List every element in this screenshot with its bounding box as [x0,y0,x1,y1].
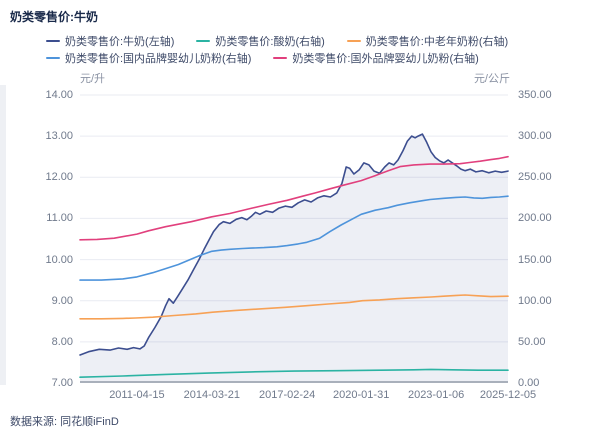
axis-tick-label: 50.00 [518,335,546,348]
legend-swatch-icon [346,39,361,43]
plot-area[interactable] [79,94,509,383]
legend-item[interactable]: 奶类零售价:中老年奶粉(右轴) [346,33,509,49]
axis-tick-label: 150.00 [518,253,552,266]
legend-swatch-icon [196,39,211,43]
axis-tick-label: 0.00 [518,377,540,389]
legend-item[interactable]: 奶类零售价:国外品牌婴幼儿奶粉(右轴) [273,50,479,66]
series-area [80,134,508,383]
legend-row-2: 奶类零售价:国内品牌婴幼儿奶粉(右轴) 奶类零售价:国外品牌婴幼儿奶粉(右轴) [46,50,479,66]
legend-swatch-icon [46,56,60,60]
axis-tick-label: 300.00 [518,130,552,143]
series-line[interactable] [79,195,509,281]
axis-tick-label: 8.00 [51,335,73,348]
chart-canvas[interactable] [79,94,509,383]
axis-tick-label: 7.00 [51,377,73,389]
axis-tick-label: 350.00 [518,89,552,101]
legend-item[interactable]: 奶类零售价:国内品牌婴幼儿奶粉(右轴) [46,50,251,66]
left-margin-strip [0,85,6,385]
series-line[interactable] [79,294,509,320]
right-axis-unit-label: 元/公斤 [473,73,510,85]
x-axis-tick-label: 2023-01-06 [407,389,465,401]
legend-label: 奶类零售价:牛奶(左轴) [65,36,175,48]
series-line[interactable] [79,155,509,241]
axis-tick-label: 9.00 [51,294,73,307]
legend-swatch-icon [273,56,288,60]
axis-tick-label: 100.00 [518,294,552,307]
series-line[interactable] [79,133,509,356]
legend-label: 奶类零售价:国内品牌婴幼儿奶粉(右轴) [65,53,252,65]
legend-label: 奶类零售价:国外品牌婴幼儿奶粉(右轴) [292,53,479,65]
data-source-label: 数据来源: 同花顺iFinD [10,416,119,428]
axis-tick-label: 200.00 [518,212,552,225]
axis-tick-label: 12.00 [45,171,73,184]
axis-tick-label: 14.00 [45,89,73,101]
x-axis-tick-label: 2017-02-24 [259,389,316,401]
legend-label: 奶类零售价:中老年奶粉(右轴) [365,36,509,48]
legend-item[interactable]: 奶类零售价:牛奶(左轴) [46,33,174,49]
legend-swatch-icon [46,39,60,43]
x-axis-tick-label: 2020-01-31 [333,389,390,401]
legend-label: 奶类零售价:酸奶(右轴) [215,36,325,48]
x-axis-tick-label: 2011-04-15 [109,389,165,401]
axis-tick-label: 11.00 [46,212,73,225]
x-axis-tick-label: 2025-12-05 [479,389,537,401]
axis-tick-label: 250.00 [518,171,552,184]
x-axis-tick-label: 2014-03-21 [183,389,240,401]
legend-item[interactable]: 奶类零售价:酸奶(右轴) [196,33,325,49]
series-line[interactable] [79,368,509,379]
chart-title: 奶类零售价:牛奶 [10,10,98,24]
axis-tick-label: 10.00 [45,253,73,266]
legend-row-1: 奶类零售价:牛奶(左轴) 奶类零售价:酸奶(右轴) 奶类零售价:中老年奶粉(右轴) [46,33,508,49]
left-axis-unit-label: 元/升 [80,73,106,85]
axis-tick-label: 13.00 [45,130,73,143]
